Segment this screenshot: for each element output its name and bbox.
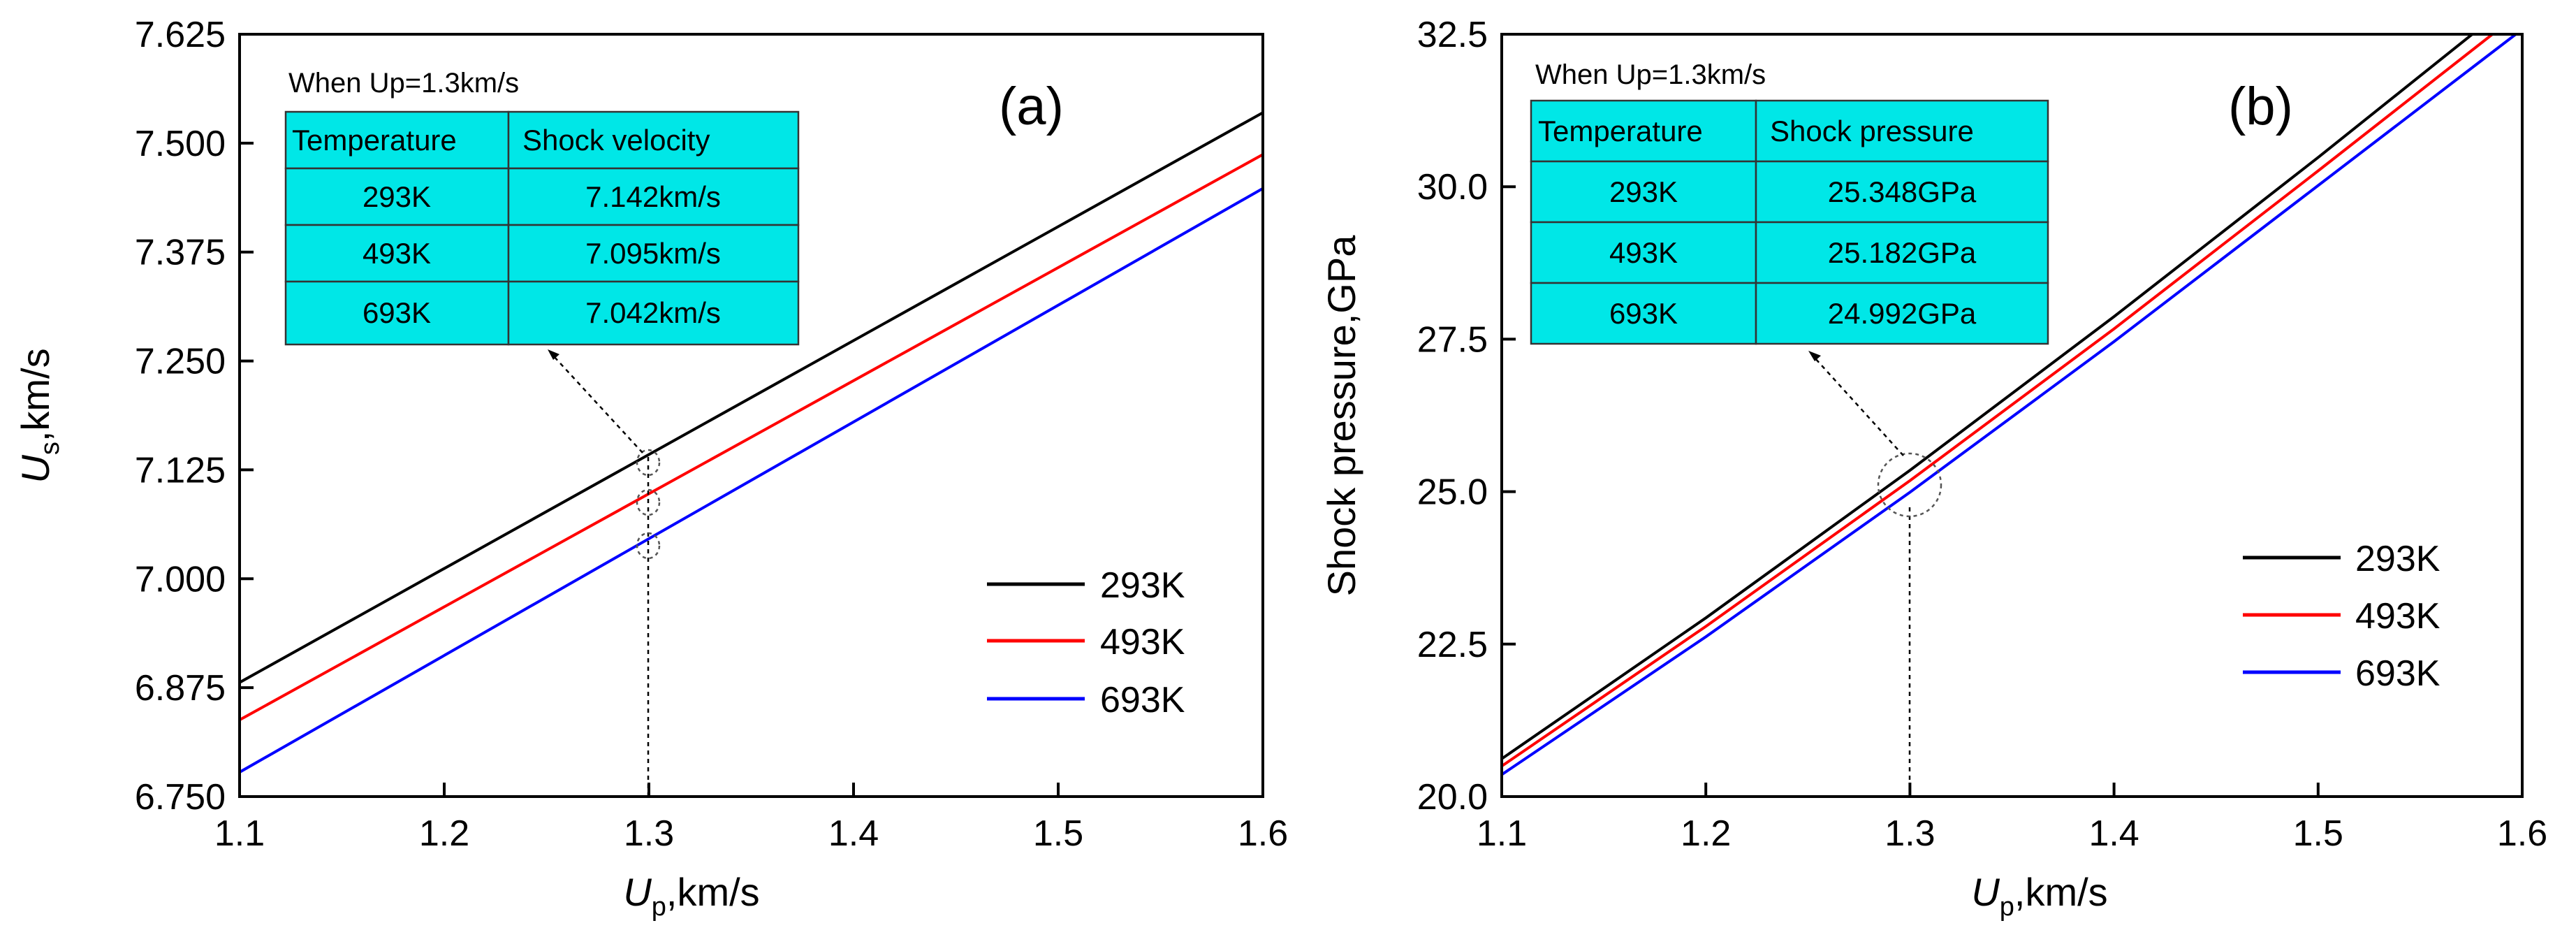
- panel-a-table-cell-temp-3: 693K: [363, 296, 431, 329]
- panel-b-table-header-temperature: Temperature: [1538, 115, 1703, 147]
- panel-b-table-cell: [1755, 99, 2049, 163]
- panel-a-annotation-title: When Up=1.3km/s: [288, 68, 519, 99]
- panel-a-label: (a): [999, 77, 1064, 136]
- panel-a-table-cell-temp-2: 493K: [363, 237, 431, 270]
- panel-a-series-line-693k: [240, 187, 1263, 774]
- panel-b-table-cell-value-1: 25.348GPa: [1828, 175, 1977, 208]
- panel-a-y-axis-title: Us,km/s: [13, 348, 65, 483]
- panel-b-table-cell-temp-3: 693K: [1609, 297, 1678, 330]
- panel-a-y-tick-label: 7.625: [135, 15, 226, 55]
- panel-a-legend: 293K 493K 693K: [987, 565, 1185, 720]
- panel-a-y-tick-label: 7.000: [135, 559, 226, 600]
- panel-b-legend-label-693k: 693K: [2355, 653, 2440, 694]
- panel-a-table-cell: [284, 110, 510, 170]
- panel-b-y-tick-label: 32.5: [1417, 15, 1488, 55]
- panel-a-highlight-circle-293k: [636, 449, 661, 477]
- panel-b-y-tick-label: 25.0: [1417, 472, 1488, 513]
- panel-a-legend-label-293k: 293K: [1100, 565, 1185, 606]
- panel-a-x-tick-label: 1.1: [214, 813, 265, 854]
- panel-a-table-cell: [507, 280, 800, 346]
- panel-a-highlight-circle-693k: [636, 532, 661, 560]
- panel-a-plot-frame: [238, 33, 1264, 798]
- panel-a-highlight-circle-493k: [636, 488, 661, 516]
- panel-a-table-cell-temp-1: 293K: [363, 180, 431, 213]
- panel-b-y-tick-label: 30.0: [1417, 167, 1488, 208]
- panel-b-ticks: 1.1 1.2 1.3 1.4 1.5 1.6 20.0 22.5 25.0 27.5 30.0 32…: [1417, 15, 2547, 854]
- panel-a-series-line-493k: [240, 153, 1263, 722]
- panel-b-series-line-493k: [1502, 34, 2495, 768]
- panel-b-y-axis-title: Shock pressure,GPa: [1319, 235, 1363, 597]
- panel-a: 1.1 1.2 1.3 1.4 1.5 1.6 6.750 6.875 7.000 7.125 7.…: [13, 15, 1288, 922]
- panel-a-x-tick-label: 1.4: [828, 813, 879, 854]
- panel-b-highlight-circle: [1877, 452, 1942, 518]
- panel-a-table-cell-value-3: 7.042km/s: [585, 296, 721, 329]
- panel-b-annotation-arrowhead: [1808, 351, 1821, 361]
- panel-b-table-cell: [1755, 160, 2049, 224]
- panel-a-y-tick-label: 6.750: [135, 777, 226, 818]
- panel-a-legend-label-693k: 693K: [1100, 680, 1185, 720]
- panel-b-table-cell: [1530, 160, 1757, 224]
- panel-a-ticks: 1.1 1.2 1.3 1.4 1.5 1.6 6.750 6.875 7.000 7.125 7.…: [135, 15, 1288, 854]
- panel-b-table-cell: [1755, 221, 2049, 284]
- panel-b-label: (b): [2228, 77, 2293, 136]
- panel-a-table-cell-value-2: 7.095km/s: [585, 237, 721, 270]
- panel-b-x-tick-label: 1.2: [1681, 813, 1731, 854]
- panel-b-legend-label-293k: 293K: [2355, 539, 2440, 579]
- panel-a-legend-label-493k: 493K: [1100, 622, 1185, 662]
- panel-a-table-cell-value-1: 7.142km/s: [585, 180, 721, 213]
- panel-b-table-cell-value-3: 24.992GPa: [1828, 297, 1977, 330]
- panel-b-table-cell-temp-2: 493K: [1609, 236, 1678, 269]
- panel-a-table-cell: [284, 224, 510, 283]
- panel-a-y-tick-label: 7.375: [135, 233, 226, 273]
- panel-b-plot-frame: [1500, 33, 2524, 798]
- panel-a-annotation-pointer: [552, 355, 643, 453]
- panel-a-series-group: [240, 111, 1263, 774]
- panel-b-annotation: When Up=1.3km/s Temperature Shock pressu…: [1530, 59, 2049, 345]
- panel-b-annotation-title: When Up=1.3km/s: [1535, 59, 1766, 90]
- panel-b-x-tick-label: 1.3: [1885, 813, 1935, 854]
- panel-a-x-axis-title: Up,km/s: [623, 870, 759, 922]
- panel-b: 1.1 1.2 1.3 1.4 1.5 1.6 20.0 22.5 25.0 27.5 30.0 32…: [1319, 15, 2547, 922]
- panel-a-table-cell: [507, 110, 800, 170]
- panel-b-x-tick-label: 1.6: [2497, 813, 2547, 854]
- panel-b-table-header-value: Shock pressure: [1770, 115, 1974, 147]
- panel-a-table-header-value: Shock velocity: [522, 124, 710, 157]
- panel-a-annotation-arrowhead: [548, 349, 559, 360]
- panel-a-table-header-temperature: Temperature: [292, 124, 457, 157]
- panel-b-x-tick-label: 1.4: [2088, 813, 2139, 854]
- panel-b-y-tick-label: 22.5: [1417, 625, 1488, 665]
- panel-a-x-tick-label: 1.2: [419, 813, 469, 854]
- panel-b-x-tick-label: 1.1: [1477, 813, 1527, 854]
- panel-b-legend-label-493k: 493K: [2355, 596, 2440, 637]
- panel-a-y-tick-label: 7.125: [135, 450, 226, 491]
- panel-b-table-cell: [1530, 282, 1757, 345]
- panel-b-x-axis-title: Up,km/s: [1971, 870, 2107, 922]
- panel-b-y-tick-label: 27.5: [1417, 319, 1488, 360]
- panel-a-table-cell: [507, 224, 800, 283]
- panel-b-table-cell-value-2: 25.182GPa: [1828, 236, 1977, 269]
- panel-a-y-tick-label: 7.250: [135, 342, 226, 382]
- panel-b-series-group: [1502, 34, 2519, 776]
- panel-b-table-cell: [1755, 282, 2049, 345]
- panel-b-x-tick-label: 1.5: [2293, 813, 2343, 854]
- panel-a-x-tick-label: 1.3: [624, 813, 674, 854]
- panel-b-annotation-pointer: [1814, 357, 1904, 456]
- panel-a-x-tick-label: 1.6: [1238, 813, 1288, 854]
- panel-b-series-line-693k: [1502, 34, 2519, 776]
- panel-b-series-line-293k: [1502, 34, 2475, 760]
- panel-b-legend: 293K 493K 693K: [2243, 539, 2440, 694]
- panel-b-y-tick-label: 20.0: [1417, 777, 1488, 818]
- panel-a-annotation: When Up=1.3km/s Temperature Shock veloci…: [284, 68, 800, 346]
- panel-a-table-cell: [507, 167, 800, 226]
- panel-b-table-cell-temp-1: 293K: [1609, 175, 1678, 208]
- panel-a-y-tick-label: 7.500: [135, 124, 226, 164]
- panel-a-series-line-293k: [240, 111, 1263, 684]
- panel-a-y-tick-label: 6.875: [135, 668, 226, 709]
- panel-a-x-tick-label: 1.5: [1033, 813, 1083, 854]
